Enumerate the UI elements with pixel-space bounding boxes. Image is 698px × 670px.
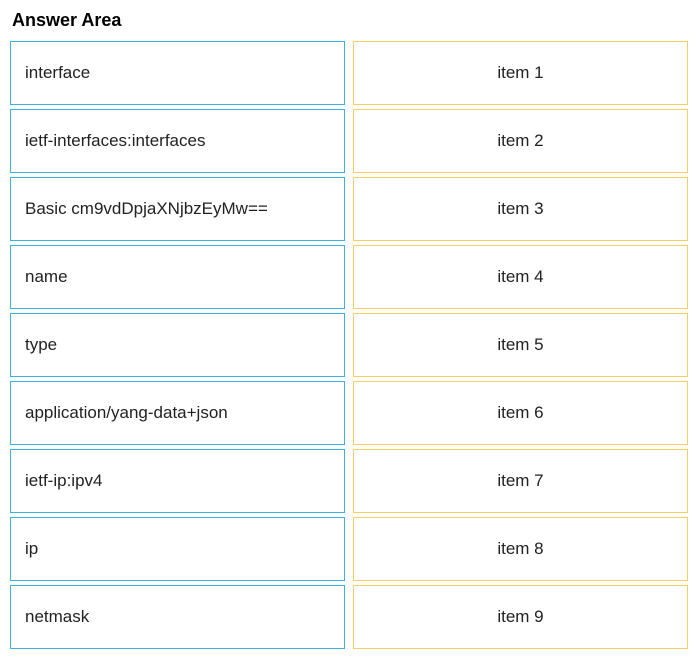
source-item-label: interface	[25, 63, 90, 83]
source-item-label: Basic cm9vdDpjaXNjbzEyMw==	[25, 199, 268, 219]
target-item-label: item 4	[497, 267, 543, 287]
target-item[interactable]: item 3	[353, 177, 688, 241]
target-item-label: item 8	[497, 539, 543, 559]
target-item[interactable]: item 5	[353, 313, 688, 377]
target-item[interactable]: item 1	[353, 41, 688, 105]
target-item-label: item 9	[497, 607, 543, 627]
target-item-label: item 5	[497, 335, 543, 355]
source-item[interactable]: type	[10, 313, 345, 377]
source-item[interactable]: netmask	[10, 585, 345, 649]
target-item-label: item 1	[497, 63, 543, 83]
target-item-label: item 3	[497, 199, 543, 219]
source-item[interactable]: ietf-interfaces:interfaces	[10, 109, 345, 173]
source-item-label: application/yang-data+json	[25, 403, 228, 423]
answer-area-container: interface ietf-interfaces:interfaces Bas…	[10, 41, 688, 649]
target-item[interactable]: item 8	[353, 517, 688, 581]
source-item-label: netmask	[25, 607, 89, 627]
source-item-label: ietf-interfaces:interfaces	[25, 131, 205, 151]
target-item[interactable]: item 2	[353, 109, 688, 173]
source-item[interactable]: ietf-ip:ipv4	[10, 449, 345, 513]
source-item-label: type	[25, 335, 57, 355]
source-item[interactable]: application/yang-data+json	[10, 381, 345, 445]
target-column: item 1 item 2 item 3 item 4 item 5 item …	[353, 41, 688, 649]
source-item[interactable]: Basic cm9vdDpjaXNjbzEyMw==	[10, 177, 345, 241]
source-item-label: ip	[25, 539, 38, 559]
target-item[interactable]: item 9	[353, 585, 688, 649]
target-item[interactable]: item 6	[353, 381, 688, 445]
target-item-label: item 2	[497, 131, 543, 151]
target-item-label: item 6	[497, 403, 543, 423]
source-item[interactable]: ip	[10, 517, 345, 581]
page-title: Answer Area	[10, 10, 688, 31]
source-item-label: ietf-ip:ipv4	[25, 471, 102, 491]
target-item[interactable]: item 7	[353, 449, 688, 513]
target-item[interactable]: item 4	[353, 245, 688, 309]
source-column: interface ietf-interfaces:interfaces Bas…	[10, 41, 345, 649]
source-item-label: name	[25, 267, 68, 287]
target-item-label: item 7	[497, 471, 543, 491]
source-item[interactable]: name	[10, 245, 345, 309]
source-item[interactable]: interface	[10, 41, 345, 105]
